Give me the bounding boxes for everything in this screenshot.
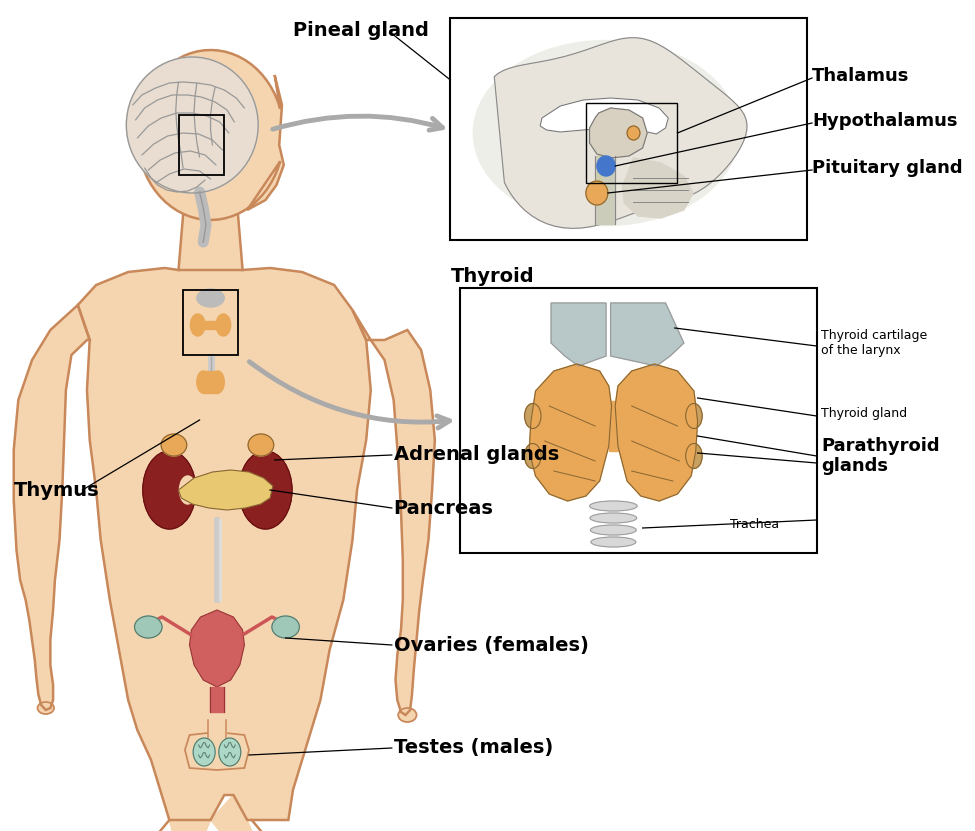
Text: Adrenal glands: Adrenal glands (394, 445, 559, 465)
Ellipse shape (590, 501, 637, 511)
Ellipse shape (216, 314, 231, 336)
Bar (586, 103, 678, 183)
Ellipse shape (591, 525, 637, 535)
Bar (198, 321, 223, 329)
Bar (178, 115, 224, 175)
Text: Trachea: Trachea (729, 519, 779, 532)
Bar (450, 18, 807, 240)
Ellipse shape (685, 404, 702, 429)
Polygon shape (178, 215, 243, 270)
Text: Thyroid cartilage
of the larynx: Thyroid cartilage of the larynx (821, 329, 927, 357)
Circle shape (627, 126, 640, 140)
Polygon shape (352, 310, 435, 715)
Text: Parathyroid
glands: Parathyroid glands (821, 436, 940, 475)
Ellipse shape (197, 371, 210, 393)
Polygon shape (14, 305, 90, 710)
Ellipse shape (591, 537, 636, 547)
Polygon shape (189, 610, 245, 687)
Bar (595, 156, 615, 224)
Ellipse shape (197, 289, 224, 307)
Polygon shape (610, 303, 683, 366)
Text: Pineal gland: Pineal gland (292, 21, 429, 40)
Ellipse shape (398, 708, 416, 722)
Ellipse shape (685, 444, 702, 469)
Polygon shape (540, 98, 668, 134)
FancyArrowPatch shape (273, 116, 443, 130)
Ellipse shape (525, 444, 541, 469)
Ellipse shape (135, 616, 162, 638)
Text: Hypothalamus: Hypothalamus (812, 112, 957, 130)
Ellipse shape (248, 434, 274, 456)
Ellipse shape (272, 616, 299, 638)
Polygon shape (137, 50, 284, 220)
Ellipse shape (190, 314, 205, 336)
Ellipse shape (239, 451, 292, 529)
Ellipse shape (127, 57, 258, 193)
Text: Pituitary gland: Pituitary gland (812, 159, 962, 177)
Ellipse shape (161, 434, 187, 456)
Bar (210, 687, 224, 712)
Bar (459, 288, 817, 553)
Ellipse shape (142, 451, 196, 529)
Bar (203, 371, 217, 393)
Ellipse shape (239, 476, 255, 504)
Text: Thyroid: Thyroid (450, 267, 534, 286)
Polygon shape (529, 364, 611, 501)
Bar (183, 290, 238, 355)
Polygon shape (615, 364, 697, 501)
Text: Thalamus: Thalamus (812, 67, 910, 85)
Polygon shape (170, 820, 211, 831)
Text: Thymus: Thymus (14, 480, 99, 499)
Ellipse shape (37, 702, 54, 714)
Ellipse shape (218, 738, 241, 766)
Polygon shape (590, 108, 647, 158)
FancyArrowPatch shape (250, 361, 449, 428)
Ellipse shape (193, 738, 215, 766)
Polygon shape (211, 795, 252, 831)
Ellipse shape (212, 371, 224, 393)
Polygon shape (178, 470, 273, 510)
Ellipse shape (525, 404, 541, 429)
Polygon shape (551, 303, 606, 366)
Ellipse shape (473, 41, 739, 225)
Circle shape (586, 181, 607, 205)
Text: Testes (males): Testes (males) (394, 739, 553, 758)
Ellipse shape (179, 476, 196, 504)
Polygon shape (185, 732, 249, 770)
Polygon shape (494, 37, 747, 229)
Polygon shape (622, 158, 693, 218)
Bar (208, 720, 226, 738)
Polygon shape (78, 268, 370, 820)
Circle shape (597, 156, 615, 176)
Bar (608, 401, 618, 451)
Text: Ovaries (females): Ovaries (females) (394, 636, 589, 655)
Text: Pancreas: Pancreas (394, 499, 493, 518)
Text: Thyroid gland: Thyroid gland (821, 407, 908, 420)
Ellipse shape (590, 513, 637, 523)
